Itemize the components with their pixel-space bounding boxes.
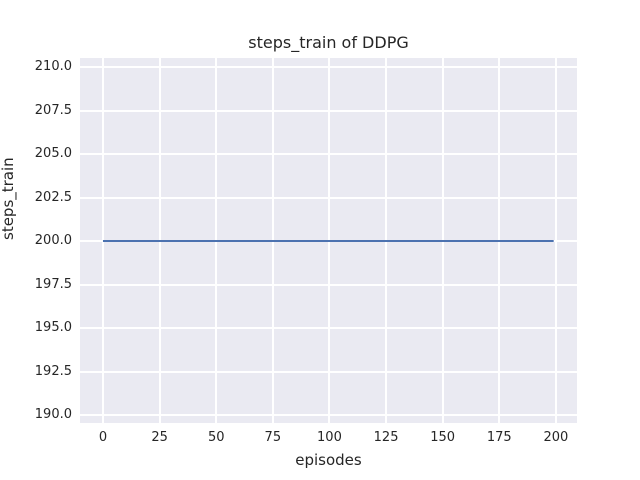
y-gridline	[80, 153, 577, 156]
series-layer	[102, 240, 554, 243]
y-tick-label: 210.0	[34, 59, 72, 75]
y-tick-label: 192.5	[34, 363, 72, 379]
x-tick-label: 125	[373, 430, 399, 445]
y-gridline	[80, 283, 577, 286]
y-tick-label: 207.5	[34, 102, 72, 118]
y-tick-label: 200.0	[34, 233, 72, 249]
y-gridline	[80, 413, 577, 416]
x-tick-label: 25	[151, 430, 168, 445]
x-tick-label: 50	[207, 430, 225, 445]
x-tick-label: 175	[486, 430, 512, 445]
x-tick-label: 75	[264, 430, 282, 445]
y-axis-label: steps_train	[0, 157, 17, 240]
chart-title: steps_train of DDPG	[248, 33, 409, 52]
plot-area	[80, 58, 577, 423]
y-tick-label: 202.5	[34, 189, 72, 205]
y-tick-label: 197.5	[34, 276, 72, 292]
x-tick-label: 150	[430, 430, 456, 445]
y-tick-label: 195.0	[34, 320, 72, 335]
y-gridline	[80, 370, 577, 373]
y-gridline	[80, 109, 577, 112]
x-tick-label: 200	[543, 430, 569, 445]
y-tick-label: 205.0	[34, 146, 72, 162]
y-gridline	[80, 327, 577, 329]
x-tick-label: 0	[98, 430, 108, 445]
x-axis-label: episodes	[295, 451, 362, 469]
y-gridline	[80, 66, 577, 69]
x-tick-label: 100	[317, 430, 342, 445]
y-gridline	[80, 196, 577, 199]
y-tick-label: 190.0	[34, 406, 72, 422]
